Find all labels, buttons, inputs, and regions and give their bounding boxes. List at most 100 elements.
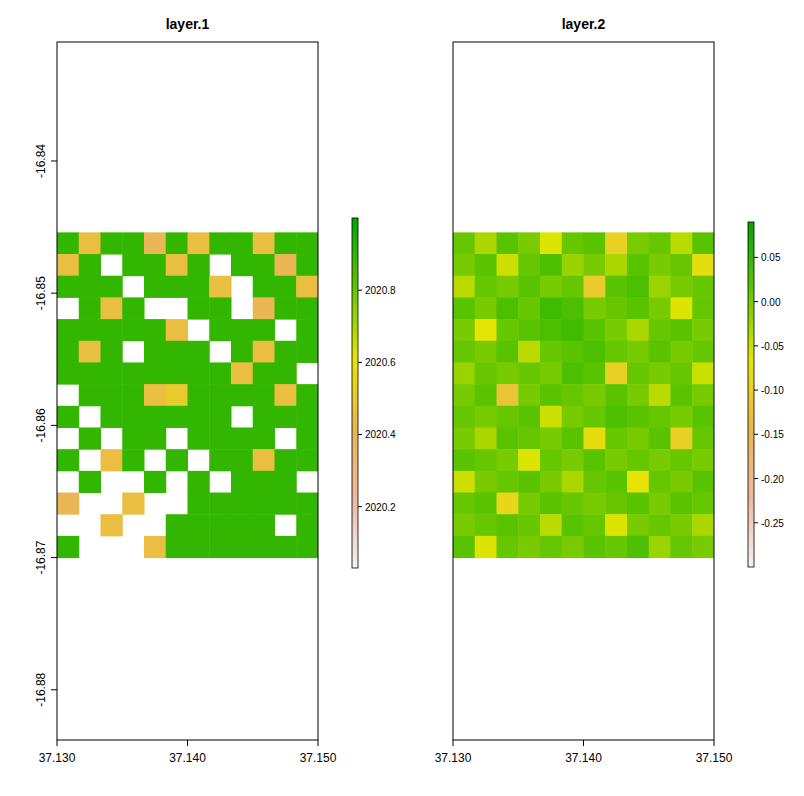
colorbar-label: -0.15 <box>761 429 784 440</box>
cell <box>692 536 714 558</box>
cell <box>275 471 297 493</box>
cell <box>79 362 101 384</box>
cell <box>253 254 275 276</box>
x-tick <box>187 740 188 746</box>
cell <box>584 406 606 428</box>
cell <box>627 362 649 384</box>
cell <box>453 406 475 428</box>
cell <box>188 341 210 363</box>
cell <box>584 493 606 515</box>
colorbar-label: 0.00 <box>761 297 781 308</box>
colorbar-label: 2020.2 <box>365 502 396 513</box>
cell <box>275 362 297 384</box>
cell <box>605 427 627 449</box>
cell <box>497 536 519 558</box>
cell <box>540 449 562 471</box>
cell <box>584 362 606 384</box>
x-tick <box>453 740 454 746</box>
cell <box>518 319 540 341</box>
cell <box>475 232 497 254</box>
cell <box>540 341 562 363</box>
cell <box>79 384 101 406</box>
colorbar-label: 0.05 <box>761 252 781 263</box>
cell <box>275 276 297 298</box>
cell <box>671 493 693 515</box>
cell <box>122 297 144 319</box>
raster <box>453 232 714 558</box>
cell <box>627 276 649 298</box>
cell <box>627 384 649 406</box>
cell <box>605 276 627 298</box>
cell <box>605 254 627 276</box>
cell <box>540 427 562 449</box>
cell <box>671 276 693 298</box>
y-tick <box>51 557 57 558</box>
cell <box>79 297 101 319</box>
cell <box>562 341 584 363</box>
cell <box>497 276 519 298</box>
cell <box>253 406 275 428</box>
cell <box>584 276 606 298</box>
cell <box>275 341 297 363</box>
cell <box>627 297 649 319</box>
cell <box>692 493 714 515</box>
cell <box>475 471 497 493</box>
cell <box>605 514 627 536</box>
cell <box>253 471 275 493</box>
colorbar-tick <box>754 345 758 346</box>
cell <box>540 319 562 341</box>
colorbar-tick <box>754 434 758 435</box>
cell <box>101 232 123 254</box>
cell <box>671 232 693 254</box>
cell <box>475 254 497 276</box>
cell <box>497 319 519 341</box>
cell <box>188 254 210 276</box>
cell <box>57 341 79 363</box>
cell <box>188 536 210 558</box>
cell <box>166 449 188 471</box>
cell <box>518 254 540 276</box>
cell <box>540 276 562 298</box>
cell <box>144 536 166 558</box>
colorbar-tick <box>358 506 362 507</box>
cell <box>253 427 275 449</box>
cell <box>188 384 210 406</box>
cell <box>584 514 606 536</box>
colorbar-label: -0.05 <box>761 341 784 352</box>
cell <box>275 536 297 558</box>
cell <box>671 427 693 449</box>
cell <box>296 493 318 515</box>
cell <box>122 362 144 384</box>
cell <box>692 427 714 449</box>
cell <box>188 427 210 449</box>
cell <box>692 319 714 341</box>
cell <box>475 536 497 558</box>
colorbar-label: -0.25 <box>761 518 784 529</box>
cell <box>584 384 606 406</box>
colorbar <box>748 222 754 567</box>
cell <box>57 449 79 471</box>
cell <box>475 384 497 406</box>
y-tick-label: -16.88 <box>34 672 48 706</box>
cell <box>649 471 671 493</box>
cell <box>649 232 671 254</box>
cell <box>584 297 606 319</box>
cell <box>605 536 627 558</box>
cell <box>497 297 519 319</box>
cell <box>518 384 540 406</box>
cell <box>101 514 123 536</box>
cell <box>57 493 79 515</box>
panel-title: layer.1 <box>166 16 210 32</box>
cell <box>453 514 475 536</box>
cell <box>627 319 649 341</box>
cell <box>166 341 188 363</box>
cell <box>296 254 318 276</box>
y-tick-label: -16.84 <box>34 144 48 178</box>
cell <box>231 471 253 493</box>
cell <box>497 471 519 493</box>
cell <box>649 276 671 298</box>
cell <box>649 536 671 558</box>
cell <box>144 406 166 428</box>
cell <box>275 384 297 406</box>
cell <box>144 471 166 493</box>
